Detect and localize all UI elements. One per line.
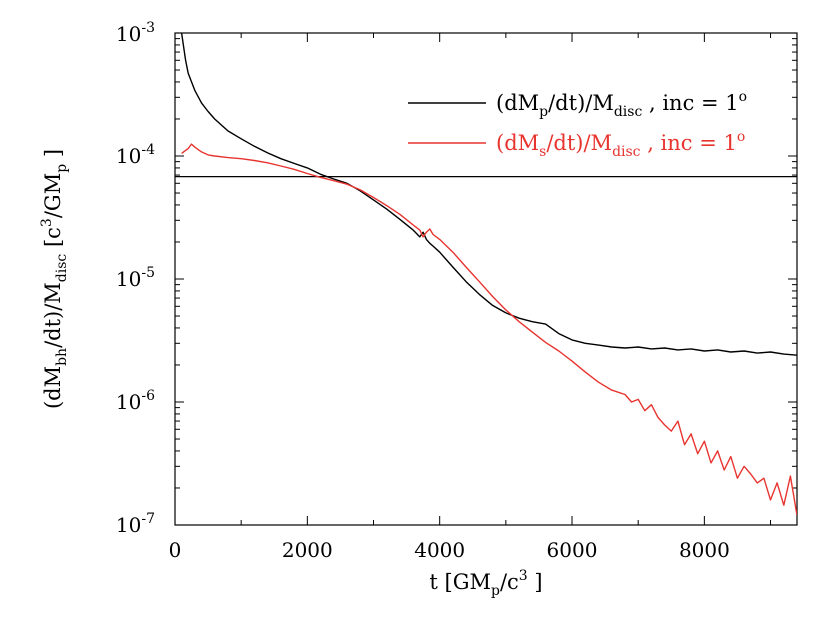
x-tick-label-0: 0 xyxy=(169,538,182,562)
y-tick-label-1e-7: 10-7 xyxy=(116,511,155,537)
x-tick-label-8000: 8000 xyxy=(679,538,730,562)
x-axis-title: t [GMp/c3 ] xyxy=(429,568,542,599)
y-tick-label-1e-6: 10-6 xyxy=(116,388,155,414)
y-tick-label-1e-3: 10-3 xyxy=(116,20,155,46)
series-line-primary xyxy=(180,33,797,356)
x-tick-label-4000: 4000 xyxy=(414,538,465,562)
x-tick-label-6000: 6000 xyxy=(547,538,598,562)
y-tick-label-1e-5: 10-5 xyxy=(116,265,155,291)
y-axis-title: (dMbh/dt)/Mdisc [c3/GMp ] xyxy=(39,149,70,409)
y-tick-label-1e-4: 10-4 xyxy=(116,142,155,168)
legend-label-secondary: (dMs/dt)/Mdisc , inc = 1o xyxy=(496,129,745,160)
axis-ticks xyxy=(174,32,797,526)
legend-label-primary: (dMp/dt)/Mdisc , inc = 1o xyxy=(496,89,747,120)
y-tick-labels: 10-7 10-6 10-5 10-4 10-3 xyxy=(116,20,155,537)
x-tick-labels: 0 2000 4000 6000 8000 xyxy=(169,538,730,562)
legend: (dMp/dt)/Mdisc , inc = 1o (dMs/dt)/Mdisc… xyxy=(408,89,747,160)
series-line-secondary xyxy=(181,143,797,516)
x-tick-label-2000: 2000 xyxy=(282,538,333,562)
